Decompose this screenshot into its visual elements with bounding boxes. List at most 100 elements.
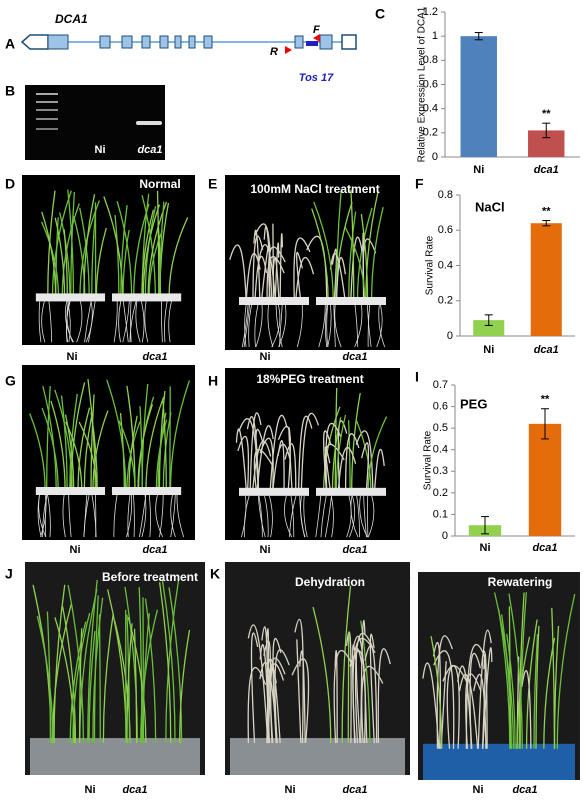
leaf [355, 430, 374, 492]
leaf [88, 630, 96, 744]
leaf [351, 392, 361, 492]
exon [159, 35, 169, 49]
root [359, 495, 368, 538]
root [148, 494, 151, 538]
leaf [79, 207, 90, 298]
root [83, 494, 88, 538]
root [303, 495, 308, 538]
leaf [144, 206, 157, 298]
leaf [46, 386, 51, 492]
leaf [482, 647, 493, 749]
gene-name: DCA1 [55, 12, 88, 26]
leaf [274, 649, 290, 744]
root [66, 301, 73, 343]
leaf [41, 407, 59, 492]
leaf [93, 595, 99, 744]
lane-label: dca1 [142, 544, 167, 556]
photo: Ni dca1 [22, 365, 195, 556]
lane-label: dca1 [142, 351, 167, 363]
y-tick-label: 0.6 [433, 400, 448, 412]
leaf [41, 211, 57, 298]
root [141, 494, 147, 538]
holder [239, 297, 309, 305]
primer-label: R [270, 46, 278, 58]
leaf [335, 256, 347, 302]
leaf [156, 190, 160, 298]
leaf [556, 593, 576, 749]
leaf [313, 201, 334, 302]
photo-caption: Rewatering [488, 575, 553, 589]
root [144, 301, 149, 343]
root [269, 495, 273, 538]
root [330, 495, 334, 538]
leaf [250, 632, 259, 744]
leaf [168, 587, 183, 744]
leaf [133, 628, 138, 744]
photo-background [22, 365, 195, 540]
exon [294, 35, 304, 49]
leaf [259, 437, 274, 492]
root [367, 495, 375, 538]
leaf [253, 229, 261, 302]
bar-chart: 0 0.2 0.4 0.6 0.8 Ni dca1 ** Survival Rate NaCl [425, 189, 575, 356]
root [346, 495, 352, 538]
root [170, 494, 176, 538]
photo: Normal Ni dca1 [22, 175, 195, 363]
leaf [300, 412, 320, 492]
leaf [272, 638, 282, 744]
y-tick-label: 0.2 [438, 295, 453, 307]
root [378, 304, 386, 348]
root [135, 301, 141, 343]
holder [239, 487, 309, 496]
leaf [440, 661, 447, 749]
root [349, 495, 356, 538]
lane-label: Ni [285, 784, 296, 796]
leaf [29, 413, 46, 492]
panel-label: G [5, 373, 16, 389]
chart-title: NaCl [475, 199, 505, 214]
leaf [165, 580, 180, 744]
root [122, 301, 130, 343]
leaf [92, 410, 109, 492]
exon [99, 35, 111, 49]
leaf [331, 417, 342, 492]
utr [20, 34, 49, 50]
panel-label: H [208, 373, 218, 389]
leaf [268, 246, 286, 302]
x-tick-label: dca1 [534, 164, 559, 176]
insertion-label: Tos 17 [299, 72, 334, 84]
leaf [141, 194, 157, 298]
lane-label: dca1 [342, 544, 367, 556]
leaf [432, 642, 442, 749]
lane-label: dca1 [122, 784, 147, 796]
chart-title: PEG [460, 396, 487, 411]
photo: Rewatering Ni dca1 [418, 572, 580, 796]
y-tick-label: 0 [432, 151, 438, 163]
leaf [345, 631, 352, 744]
leaf [98, 614, 101, 744]
leaf [367, 416, 388, 492]
leaf [65, 421, 83, 492]
y-tick-label: 0.4 [438, 259, 453, 271]
leaf [256, 425, 274, 492]
primer-arrow [285, 46, 292, 54]
leaf [139, 406, 143, 492]
leaf [83, 194, 96, 298]
holder [35, 293, 106, 302]
root [126, 494, 133, 538]
leaf [356, 207, 373, 302]
leaf [61, 606, 77, 744]
root [244, 304, 247, 348]
leaf [70, 382, 86, 492]
y-tick-label: 0.4 [423, 103, 438, 115]
root [267, 304, 274, 348]
leaf [245, 252, 261, 302]
root [67, 301, 71, 343]
y-tick-label: 1 [432, 30, 438, 42]
ladder-band [36, 101, 58, 103]
leaf [322, 406, 341, 492]
leaf [324, 443, 345, 492]
leaf [354, 632, 374, 744]
root [254, 304, 259, 348]
lane-label: Ni [67, 351, 78, 363]
